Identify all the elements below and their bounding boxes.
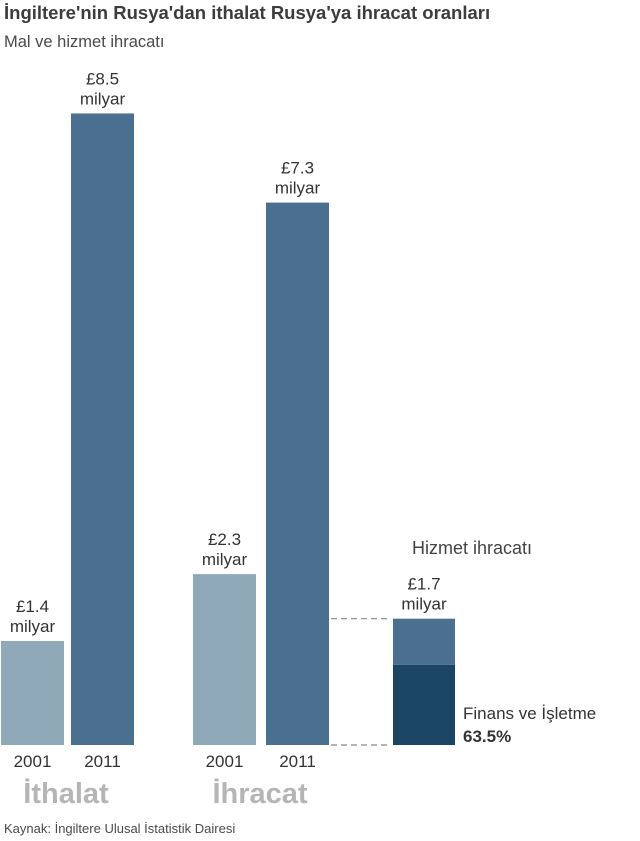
finance-segment: [393, 664, 455, 745]
bar-0-2011: [71, 113, 134, 745]
breakdown-value-label: £1.7: [407, 575, 440, 594]
bar-0-2001: [1, 640, 64, 745]
source-note: Kaynak: İngiltere Ulusal İstatistik Dair…: [4, 821, 236, 836]
bar-value-label: £8.5: [86, 69, 119, 88]
segment-label: Finans ve İşletme: [463, 704, 596, 723]
segment-percent-label: 63.5%: [463, 727, 511, 746]
year-tick-label: 2011: [84, 752, 121, 771]
chart-subtitle: Mal ve hizmet ihracatı: [4, 33, 165, 51]
service-export-bar: [393, 618, 455, 665]
bar-1-2001: [193, 574, 256, 745]
year-tick-label: 2001: [206, 752, 244, 771]
breakdown-unit-label: milyar: [401, 595, 447, 614]
chart-title: İngiltere'nin Rusya'dan ithalat Rusya'ya…: [4, 2, 491, 23]
year-tick-label: 2001: [14, 752, 52, 771]
group-label: İthalat: [23, 778, 109, 810]
bar-value-label: £2.3: [208, 530, 241, 549]
bar-unit-label: milyar: [275, 179, 321, 198]
bar-1-2011: [266, 202, 329, 746]
breakdown-title: Hizmet ihracatı: [412, 538, 532, 558]
bar-unit-label: milyar: [10, 617, 56, 636]
bar-value-label: £1.4: [16, 597, 49, 616]
bar-value-label: £7.3: [281, 159, 314, 178]
group-label: İhracat: [212, 778, 307, 810]
bar-unit-label: milyar: [202, 550, 248, 569]
bar-unit-label: milyar: [80, 89, 126, 108]
year-tick-label: 2011: [279, 752, 316, 771]
